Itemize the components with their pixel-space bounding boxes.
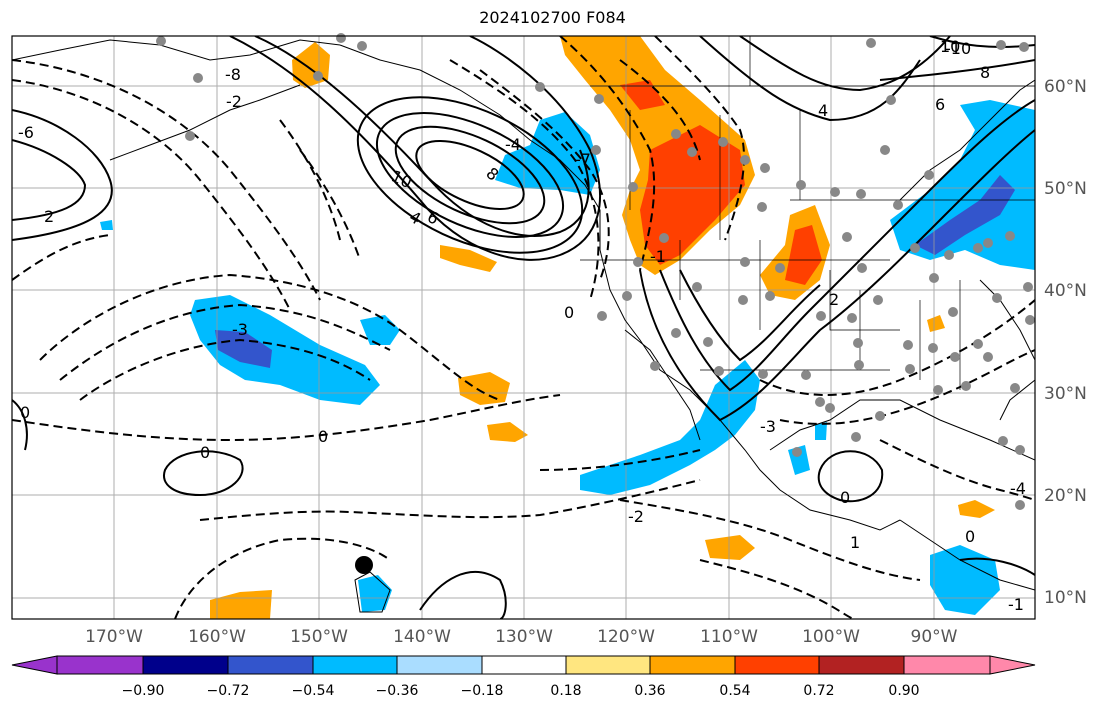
contour-label: -8 <box>225 65 241 84</box>
negative-anomaly-region <box>580 360 760 495</box>
lon-label: 140°W <box>393 627 451 647</box>
lon-label: 150°W <box>290 627 348 647</box>
contour-label: -6 <box>18 123 34 142</box>
contour-label: -2 <box>226 92 242 111</box>
contour-label: -2 <box>628 507 644 526</box>
positive-anomaly-region <box>458 372 510 405</box>
contour-label: 0 <box>318 427 328 446</box>
contour-label: -3 <box>232 320 248 339</box>
contour-label: 0 <box>200 443 210 462</box>
positive-anomaly-region <box>440 245 497 272</box>
positive-anomaly-region <box>705 535 755 560</box>
contour-label: -4 <box>1010 479 1026 498</box>
contour-label: 0 <box>965 527 975 546</box>
highlight-marker <box>355 556 373 574</box>
contour-label: 8 <box>980 63 990 82</box>
lat-label: 20°N <box>1044 486 1087 506</box>
colorbar-tick: 0.36 <box>634 683 666 699</box>
lon-label: 130°W <box>495 627 553 647</box>
contour-label: -10 <box>945 39 971 58</box>
lon-label: 110°W <box>700 627 758 647</box>
negative-anomaly-core <box>915 175 1015 255</box>
contour-label: 0 <box>564 303 574 322</box>
contour-label: -4 <box>505 135 521 154</box>
colorbar-tick: −0.72 <box>206 683 250 699</box>
lon-label: 100°W <box>802 627 860 647</box>
contour-label: -3 <box>760 417 776 436</box>
colorbar-tick: 0.90 <box>888 683 920 699</box>
colorbar-tick: −0.90 <box>121 683 165 699</box>
lat-label: 40°N <box>1044 281 1087 301</box>
negative-anomaly-core <box>215 330 272 368</box>
lon-label: 90°W <box>910 627 958 647</box>
contour-label: 1 <box>850 533 860 552</box>
contour-label: 0 <box>840 488 850 507</box>
contour-label: -7 <box>575 150 591 169</box>
colorbar-tick: −0.36 <box>375 683 419 699</box>
lat-label: 10°N <box>1044 588 1087 608</box>
positive-anomaly-region <box>210 590 272 619</box>
negative-anomaly-region <box>890 100 1035 270</box>
negative-anomaly-region <box>190 295 380 405</box>
contour-label: -1 <box>650 247 666 266</box>
positive-anomaly-core <box>785 225 822 285</box>
positive-anomaly-core <box>640 125 745 265</box>
colorbar-tick: 0.18 <box>550 683 582 699</box>
map-title: 2024102700 F084 <box>479 8 626 27</box>
lat-label: 50°N <box>1044 179 1087 199</box>
negative-anomaly-region <box>815 422 827 440</box>
colorbar-tick: −0.18 <box>460 683 504 699</box>
colorbar-tick: 0.72 <box>803 683 835 699</box>
negative-contours <box>12 36 1035 619</box>
colorbar <box>11 655 1036 675</box>
lat-label: 60°N <box>1044 77 1087 97</box>
colorbar-tick: −0.54 <box>291 683 335 699</box>
colorbar-tick: 0.54 <box>719 683 751 699</box>
contour-label: 6 <box>935 95 945 114</box>
contour-label: 2 <box>829 290 839 309</box>
negative-anomaly-region <box>100 220 113 230</box>
positive-anomaly-region <box>927 315 945 332</box>
station-markers <box>156 33 1035 510</box>
map-frame <box>11 35 1036 620</box>
lon-label: 160°W <box>188 627 246 647</box>
positive-contours <box>12 36 1035 619</box>
contour-label: 2 <box>44 207 54 226</box>
contour-label: 0 <box>20 403 30 422</box>
contour-label: 10 <box>940 37 960 56</box>
contour-label: -1 <box>1008 595 1024 614</box>
positive-anomaly-region <box>958 500 995 518</box>
lon-label: 120°W <box>597 627 655 647</box>
positive-anomaly-region <box>487 422 528 442</box>
lon-label: 170°W <box>85 627 143 647</box>
lat-label: 30°N <box>1044 384 1087 404</box>
contour-label: 4 <box>818 101 828 120</box>
